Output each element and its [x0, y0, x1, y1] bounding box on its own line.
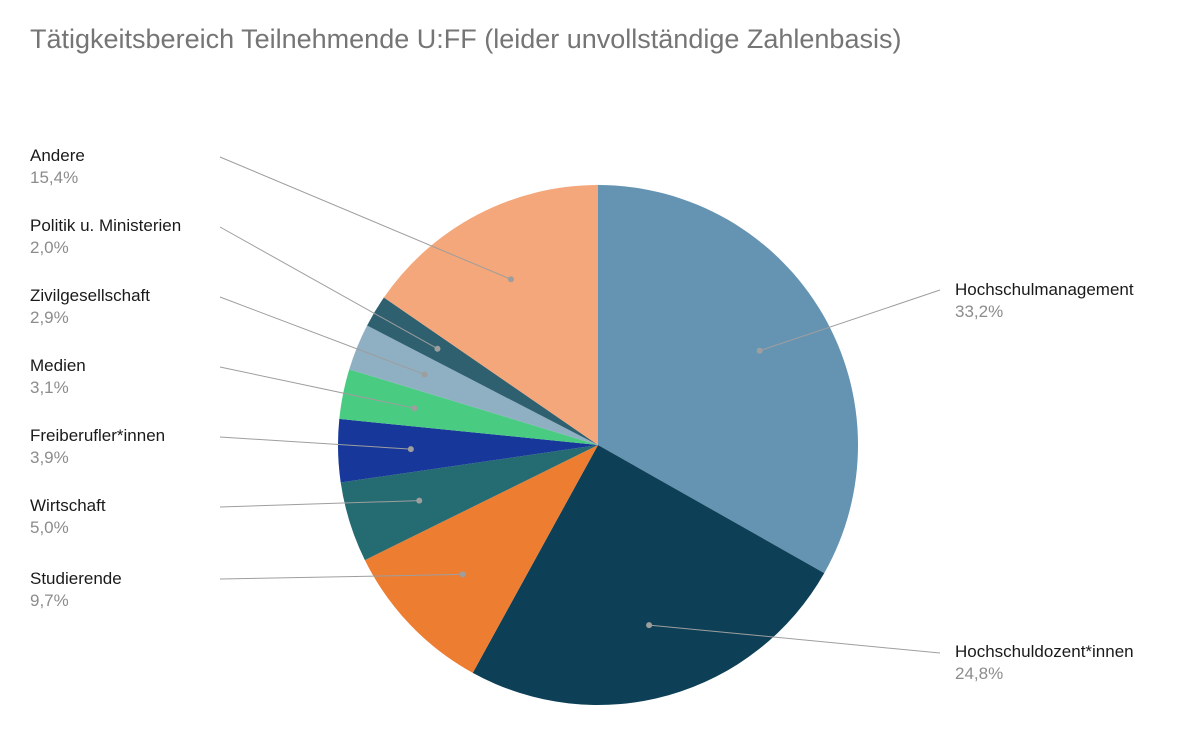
slice-label-name: Hochschulmanagement: [955, 279, 1134, 301]
slice-label: Politik u. Ministerien2,0%: [30, 215, 181, 260]
slice-label-name: Freiberufler*innen: [30, 425, 165, 447]
slice-label-pct: 33,2%: [955, 301, 1134, 323]
slice-label: Studierende9,7%: [30, 568, 122, 613]
slice-label: Hochschulmanagement33,2%: [955, 279, 1134, 324]
slice-label: Andere15,4%: [30, 145, 85, 190]
slice-label-pct: 3,9%: [30, 447, 165, 469]
slice-label-name: Studierende: [30, 568, 122, 590]
slice-label-name: Politik u. Ministerien: [30, 215, 181, 237]
slice-label: Hochschuldozent*innen24,8%: [955, 641, 1134, 686]
pie-chart-svg: [0, 0, 1200, 742]
slice-label-pct: 15,4%: [30, 167, 85, 189]
slice-label-pct: 9,7%: [30, 590, 122, 612]
slice-label-name: Medien: [30, 355, 86, 377]
leader-line: [220, 157, 511, 279]
slice-label: Zivilgesellschaft2,9%: [30, 285, 150, 330]
slice-label-name: Hochschuldozent*innen: [955, 641, 1134, 663]
slice-label-name: Zivilgesellschaft: [30, 285, 150, 307]
slice-label-name: Andere: [30, 145, 85, 167]
chart-container: Tätigkeitsbereich Teilnehmende U:FF (lei…: [0, 0, 1200, 742]
slice-label: Medien3,1%: [30, 355, 86, 400]
slice-label-name: Wirtschaft: [30, 495, 106, 517]
slice-label: Wirtschaft5,0%: [30, 495, 106, 540]
slice-label-pct: 2,0%: [30, 237, 181, 259]
slice-label-pct: 24,8%: [955, 663, 1134, 685]
slice-label: Freiberufler*innen3,9%: [30, 425, 165, 470]
slice-label-pct: 5,0%: [30, 517, 106, 539]
slice-label-pct: 3,1%: [30, 377, 86, 399]
slice-label-pct: 2,9%: [30, 307, 150, 329]
